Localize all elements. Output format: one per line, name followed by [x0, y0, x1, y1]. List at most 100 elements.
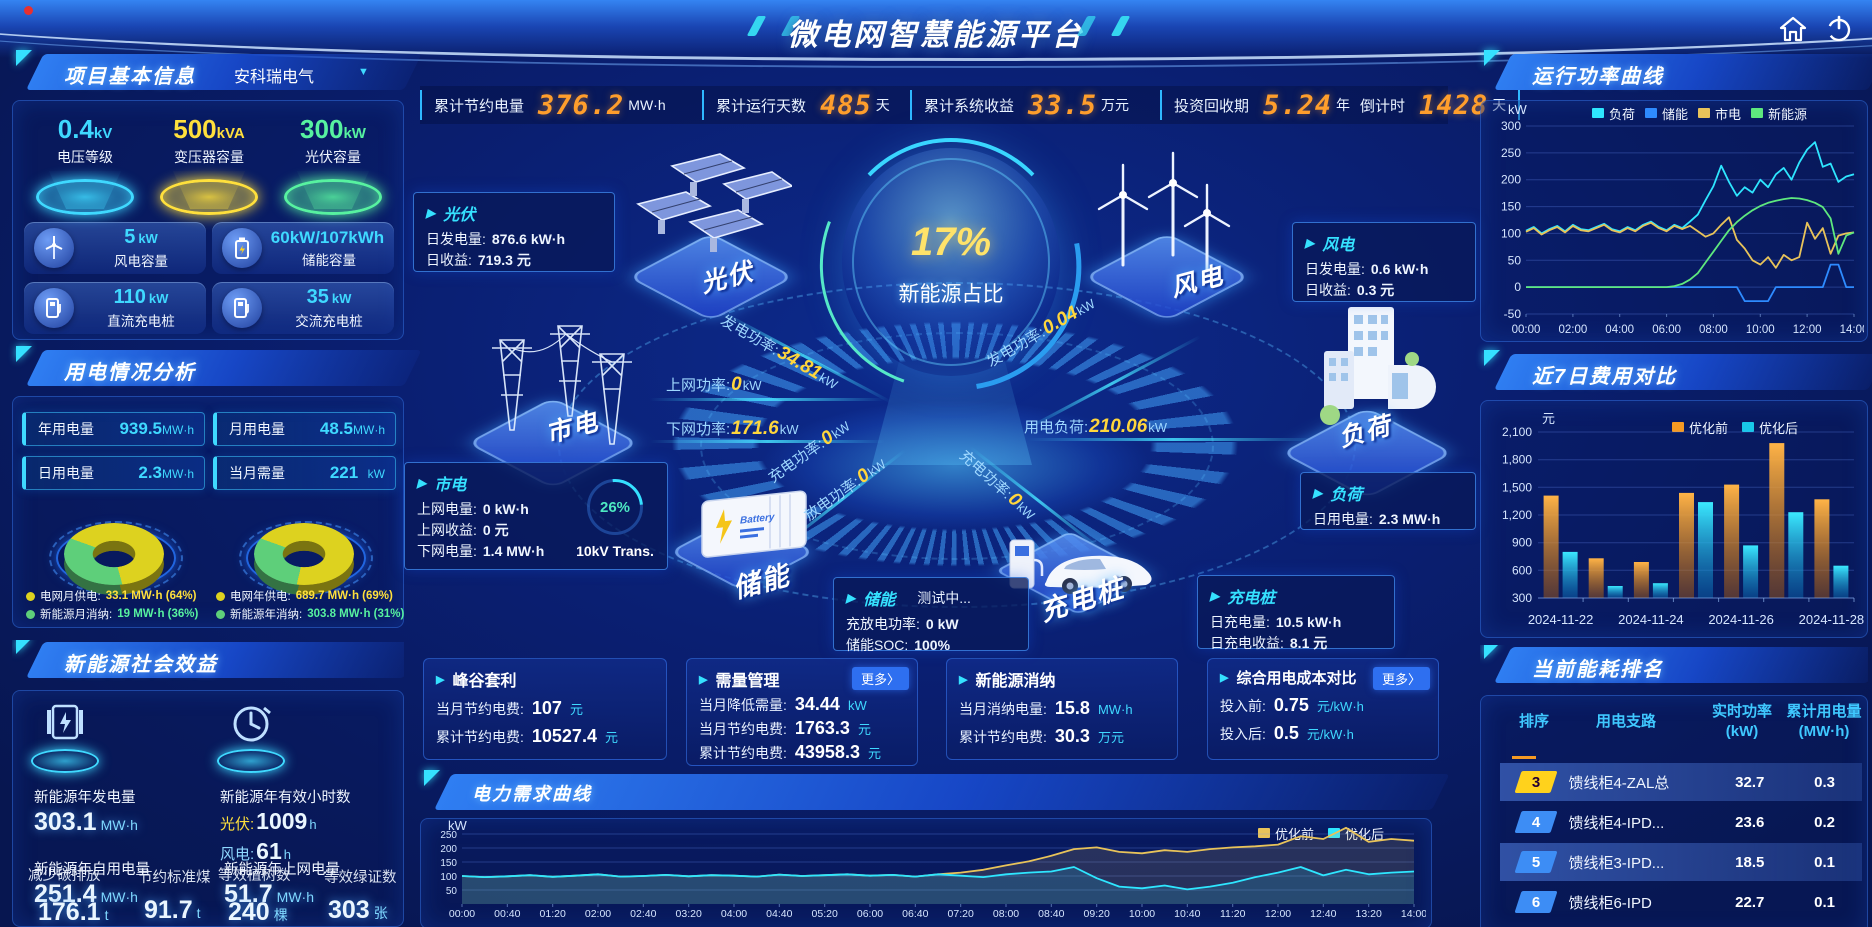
self-use-label: 新能源年自用电量 [34, 862, 150, 878]
svg-text:02:00: 02:00 [1559, 324, 1588, 336]
stat-saved-energy: 累计节约电量 376.2 MW·h [420, 89, 702, 121]
newenergy-consumption-card: ▶ 新能源消纳 当月消纳电量: 15.8 MW·h 累计节约电费: 30.3 万元 [946, 658, 1178, 760]
stat-value: 33.5 [1028, 89, 1098, 121]
pv-info-box: ▶ 光伏 日发电量: 876.6 kW·h 日收益: 719.3 元 [413, 192, 615, 272]
legend-dot [26, 609, 35, 619]
power-curve-chart: -50 0 50 100 150 200 250 300 00:00 02:00 04:00 06:0… [1501, 119, 1864, 336]
panel-corner-icon: ▶ [1220, 672, 1229, 684]
realtime-power: 18.5 [1735, 853, 1765, 871]
battery-container-icon: Battery [698, 478, 814, 569]
record-dot-decoration [24, 6, 33, 15]
cost-chart-legend: 优化前 优化后 [1672, 418, 1798, 437]
transformer-load-ring: 26% [587, 479, 643, 535]
stat-unit: 天 [875, 97, 890, 113]
legend-swatch [1751, 108, 1764, 118]
svg-text:03:20: 03:20 [676, 908, 702, 920]
year-energy-donut [239, 496, 373, 595]
project-info-panel: 项目基本信息 安科瑞电气 ▼ 0.4kV 电压等级 500kVA 变压器容量 3… [12, 52, 404, 340]
svg-text:06:00: 06:00 [1652, 324, 1681, 336]
legend-swatch [1645, 108, 1658, 118]
ranking-col-power: 实时功率 (kW) [1711, 703, 1772, 740]
y-axis-unit: kW [1508, 102, 1527, 117]
generator-icon [30, 700, 100, 773]
cert-value: 303 张 [328, 896, 388, 924]
month-usage-chip: 月用电量 48.5MW·h [213, 412, 396, 446]
wind-capacity-value: 5 kW [124, 226, 158, 248]
svg-text:08:00: 08:00 [993, 908, 1019, 920]
svg-text:100: 100 [1501, 226, 1521, 240]
svg-text:14:00: 14:00 [1401, 908, 1426, 920]
legend-dot [216, 609, 225, 619]
more-button[interactable]: 更多〉 [1372, 667, 1430, 690]
cumulative-energy: 0.1 [1814, 853, 1836, 871]
svg-text:09:20: 09:20 [1084, 908, 1110, 920]
chevron-right-icon: ▶ [1305, 236, 1315, 250]
tree-label: 等效植树数 [218, 868, 291, 884]
project-info-header: 项目基本信息 安科瑞电气 ▼ [12, 52, 404, 94]
stat-value: 376.2 [538, 89, 625, 121]
panel-title: 电力需求曲线 [472, 784, 592, 804]
power-curve-panel: 运行功率曲线 [1480, 52, 1868, 342]
svg-text:900: 900 [1512, 536, 1532, 550]
svg-text:2,100: 2,100 [1502, 425, 1532, 439]
legend-newenergy-year: 新能源年消纳: 303.8 MW·h (31%) [216, 606, 404, 622]
rank-badge: 4 [1514, 811, 1559, 833]
svg-text:200: 200 [1501, 173, 1521, 187]
branch-name: 馈线柜3-IPD... [1568, 854, 1665, 872]
ev-charger-icon [34, 288, 74, 328]
stat-label: 累计系统收益 [924, 97, 1015, 115]
rank-badge: 6 [1514, 891, 1559, 913]
panel-title: 用电情况分析 [64, 362, 196, 384]
ranking-col-branch: 用电支路 [1595, 713, 1656, 730]
svg-text:12:00: 12:00 [1793, 324, 1822, 336]
voltage-value: 0.4kV [57, 114, 113, 144]
svg-text:14:00: 14:00 [1840, 324, 1864, 336]
battery-icon [222, 228, 262, 268]
solar-panels-icon [612, 152, 794, 285]
y-axis-unit: 元 [1542, 411, 1556, 426]
more-button[interactable]: 更多〉 [851, 667, 909, 690]
svg-text:12:40: 12:40 [1310, 908, 1336, 920]
svg-text:13:20: 13:20 [1356, 908, 1382, 920]
orb-arc-decoration [832, 138, 1070, 386]
header-swoosh-decoration [0, 0, 1872, 68]
svg-text:01:20: 01:20 [540, 908, 566, 920]
power-icon[interactable] [1824, 14, 1854, 44]
demand-curve-header: 电力需求曲线 [420, 772, 1432, 814]
home-icon[interactable] [1778, 15, 1808, 43]
stat-label: 倒计时 [1360, 97, 1406, 115]
donut-chart [254, 523, 354, 585]
svg-text:150: 150 [440, 858, 457, 869]
chevron-right-icon: ▶ [417, 476, 427, 490]
svg-text:00:00: 00:00 [1512, 324, 1541, 336]
chevron-down-icon[interactable]: ▼ [358, 66, 369, 78]
svg-text:10:00: 10:00 [1746, 324, 1775, 336]
legend-newenergy-month: 新能源月消纳: 19 MW·h (36%) [26, 606, 198, 622]
legend-swatch [1592, 108, 1604, 118]
stat-value: 1428 [1419, 89, 1489, 121]
svg-text:10:00: 10:00 [1129, 908, 1155, 920]
panel-corner-icon: ▶ [959, 673, 968, 686]
legend-swatch [1698, 108, 1711, 118]
ranking-row: 6 馈线柜6-IPD 22.7 0.1 [1500, 883, 1862, 921]
cumulative-energy: 0.3 [1814, 773, 1836, 791]
ev-car-charger-icon [1000, 508, 1160, 613]
chevron-right-icon: ▶ [1313, 486, 1323, 500]
demand-curve-chart: 50 100 150 200 250 00:00 00:40 01:20 02:00 02:40 0… [440, 826, 1426, 920]
stat-label: 累计节约电量 [434, 97, 525, 115]
ranking-row: 3 馈线柜4-ZAL总 32.7 0.3 [1500, 763, 1862, 801]
project-info-body [12, 100, 404, 340]
charger-info-box: ▶ 充电桩 日充电量: 10.5 kW·h 日充电收益: 8.1 元 [1197, 575, 1395, 651]
pv-capacity-pedestal: 300kW 光伏容量 [274, 114, 392, 215]
day-usage-chip: 日用电量 2.3MW·h [22, 456, 205, 490]
storage-capacity-label: 储能容量 [302, 252, 356, 268]
svg-text:300: 300 [1501, 119, 1521, 133]
feedin-label: 新能源年上网电量 [224, 862, 340, 878]
company-select[interactable]: 安科瑞电气 [234, 69, 315, 86]
usage-analysis-panel: 用电情况分析 年用电量 939.5MW·h 月用电量 48.5MW·h 日用电量… [12, 348, 404, 628]
svg-text:11:20: 11:20 [1220, 908, 1246, 920]
dc-charger-card: 110 kW 直流充电桩 [24, 282, 206, 334]
rank-badge: 5 [1514, 851, 1559, 873]
pv-hours: 光伏:1009 h [220, 808, 317, 834]
legend-dot [26, 591, 35, 601]
